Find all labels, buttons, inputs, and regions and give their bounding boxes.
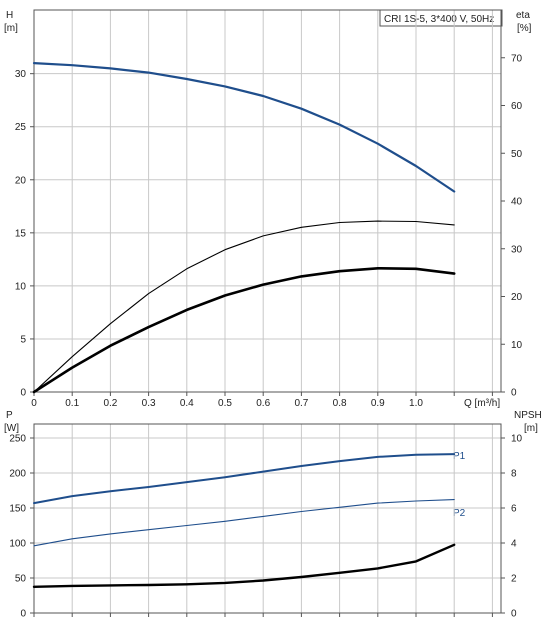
top-series-0-line: [32, 62, 456, 193]
top-right-tick-label: 70: [511, 53, 523, 64]
top-left-tick-label: 30: [15, 69, 27, 80]
bottom-right-tick-label: 8: [511, 469, 517, 480]
bottom-right-tick-label: 10: [511, 434, 523, 445]
bottom-left-tick-label: 250: [9, 434, 26, 445]
bottom-left-tick-label: 0: [20, 609, 26, 620]
bottom-right-tick-label: 6: [511, 504, 517, 515]
x-tick-label: 1.0: [409, 398, 423, 409]
series-label-p1: P1: [453, 451, 466, 462]
top-right-axis-label-2: [%]: [517, 23, 532, 34]
top-left-tick-label: 20: [15, 175, 27, 186]
x-tick-label: 0.4: [180, 398, 194, 409]
x-tick-label: 0.3: [142, 398, 156, 409]
bottom-series-2-line: [32, 543, 456, 588]
bottom-left-axis-label-1: P: [6, 410, 13, 421]
top-left-tick-label: 10: [15, 281, 27, 292]
top-left-axis-label-1: H: [6, 10, 13, 21]
x-tick-label: 0: [31, 398, 37, 409]
bottom-right-tick-label: 0: [511, 609, 517, 620]
bottom-left-axis-label-2: [W]: [4, 423, 19, 434]
bottom-right-tick-label: 4: [511, 539, 517, 550]
bottom-right-axis-label-2: [m]: [524, 423, 538, 434]
top-right-tick-label: 0: [511, 388, 517, 399]
top-series-1-line: [33, 220, 455, 393]
top-right-axis-label-1: eta: [516, 10, 530, 21]
bottom-plot-frame: [33, 423, 502, 614]
top-left-tick-label: 5: [20, 334, 26, 345]
x-tick-label: 0.2: [103, 398, 117, 409]
bottom-right-axis-label-1: NPSH: [514, 410, 542, 421]
top-left-axis-label-2: [m]: [4, 23, 18, 34]
bottom-left-tick-label: 100: [9, 539, 26, 550]
top-right-tick-label: 10: [511, 340, 523, 351]
bottom-series-1-line: [33, 499, 455, 547]
top-right-tick-label: 20: [511, 292, 523, 303]
bottom-right-tick-label: 2: [511, 574, 517, 585]
x-tick-label: 0.8: [333, 398, 347, 409]
top-right-tick-label: 40: [511, 197, 523, 208]
x-tick-label: 0.5: [218, 398, 232, 409]
top-right-tick-label: 60: [511, 101, 523, 112]
top-left-tick-label: 15: [15, 228, 27, 239]
top-left-tick-label: 0: [20, 388, 26, 399]
bottom-left-tick-label: 50: [15, 574, 27, 585]
bottom-left-tick-label: 200: [9, 469, 26, 480]
series-label-p2: P2: [453, 508, 466, 519]
top-right-tick-label: 50: [511, 149, 523, 160]
bottom-series-0-line: [33, 453, 456, 505]
x-tick-label: 0.6: [256, 398, 270, 409]
x-tick-label: 0.9: [371, 398, 385, 409]
x-tick-label: 0.7: [294, 398, 308, 409]
top-left-tick-label: 25: [15, 122, 27, 133]
bottom-left-tick-label: 150: [9, 504, 26, 515]
top-right-tick-label: 30: [511, 244, 523, 255]
top-series-2-line: [32, 267, 456, 394]
x-axis-label: Q [m³/h]: [464, 398, 500, 409]
chart-title: CRI 1S-5, 3*400 V, 50Hz: [384, 14, 494, 25]
x-tick-label: 0.1: [65, 398, 79, 409]
